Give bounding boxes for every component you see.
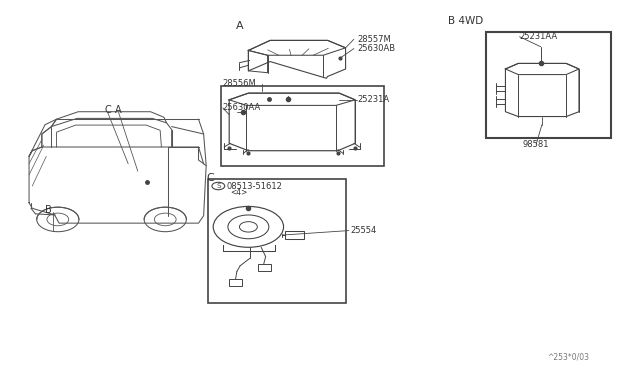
Bar: [486, 32, 611, 138]
Text: B 4WD: B 4WD: [448, 16, 483, 26]
Text: 98581: 98581: [523, 140, 549, 149]
Text: S: S: [216, 183, 221, 189]
Text: C: C: [206, 173, 214, 183]
Text: A: A: [236, 20, 244, 31]
Bar: [258, 264, 271, 271]
Text: 25231AA: 25231AA: [520, 32, 557, 41]
Text: 28557M: 28557M: [357, 35, 391, 44]
Text: ^253*0/03: ^253*0/03: [547, 352, 589, 361]
Bar: [221, 86, 384, 166]
Text: 08513-51612: 08513-51612: [227, 182, 282, 190]
Text: 25231A: 25231A: [357, 95, 389, 104]
Text: 25630AB: 25630AB: [357, 44, 396, 53]
Bar: [285, 231, 304, 239]
Text: 25554: 25554: [351, 226, 377, 235]
Text: <4>: <4>: [230, 188, 247, 197]
Bar: [229, 279, 242, 286]
Text: 25630AA: 25630AA: [222, 103, 260, 112]
Bar: [208, 179, 346, 303]
Text: C: C: [104, 105, 111, 115]
Text: A: A: [115, 105, 122, 115]
Text: 28556M: 28556M: [222, 79, 256, 89]
Text: B: B: [45, 205, 52, 215]
